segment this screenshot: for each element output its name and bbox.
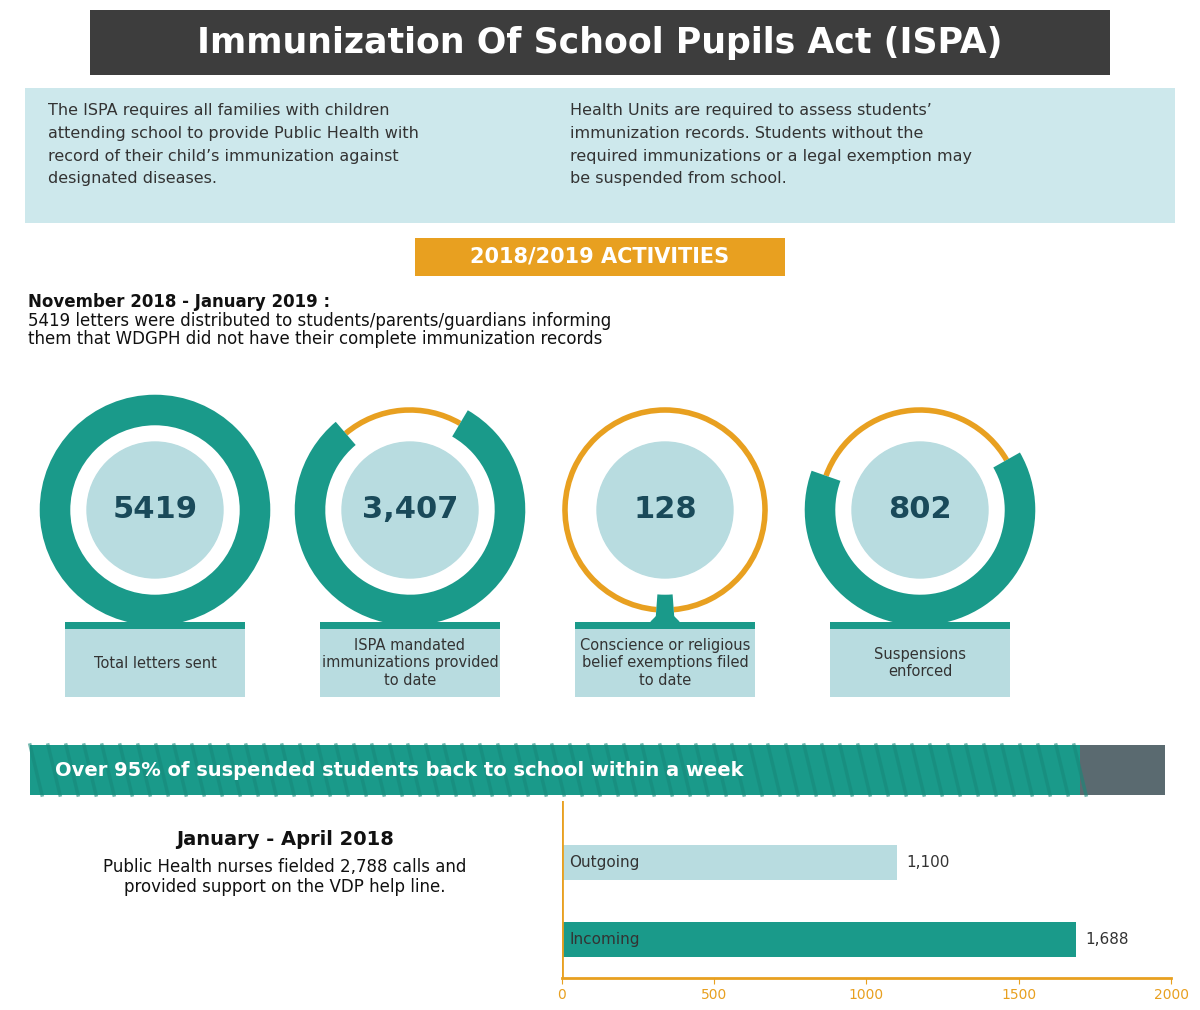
Text: Conscience or religious
belief exemptions filed
to date: Conscience or religious belief exemption…	[580, 638, 750, 688]
FancyBboxPatch shape	[320, 622, 500, 697]
Polygon shape	[142, 608, 169, 622]
FancyBboxPatch shape	[1080, 745, 1165, 795]
Text: 2018/2019 ACTIVITIES: 2018/2019 ACTIVITIES	[470, 247, 730, 267]
Text: November 2018 - January 2019 :: November 2018 - January 2019 :	[28, 293, 330, 311]
Text: 5419: 5419	[113, 496, 198, 524]
Circle shape	[852, 442, 988, 578]
Text: them that WDGPH did not have their complete immunization records: them that WDGPH did not have their compl…	[28, 330, 602, 348]
FancyBboxPatch shape	[30, 745, 1080, 795]
FancyBboxPatch shape	[25, 88, 1175, 223]
Text: Immunization Of School Pupils Act (ISPA): Immunization Of School Pupils Act (ISPA)	[197, 26, 1003, 60]
Text: January - April 2018: January - April 2018	[176, 830, 394, 849]
Text: ISPA mandated
immunizations provided
to date: ISPA mandated immunizations provided to …	[322, 638, 498, 688]
FancyBboxPatch shape	[575, 622, 755, 697]
Circle shape	[342, 442, 478, 578]
Polygon shape	[650, 608, 679, 622]
Text: 5419 letters were distributed to students/parents/guardians informing: 5419 letters were distributed to student…	[28, 312, 611, 330]
FancyBboxPatch shape	[830, 622, 1010, 629]
Bar	[562, 922, 1076, 956]
FancyBboxPatch shape	[65, 622, 245, 629]
Text: 802: 802	[888, 496, 952, 524]
Text: Suspensions
enforced: Suspensions enforced	[874, 646, 966, 679]
Text: 128: 128	[634, 496, 697, 524]
Bar	[562, 845, 896, 880]
Text: 1,100: 1,100	[906, 854, 949, 870]
Text: 3,407: 3,407	[362, 496, 458, 524]
Text: Public Health nurses fielded 2,788 calls and: Public Health nurses fielded 2,788 calls…	[103, 858, 467, 876]
FancyBboxPatch shape	[575, 622, 755, 629]
FancyBboxPatch shape	[320, 622, 500, 629]
FancyBboxPatch shape	[415, 238, 785, 276]
Text: 1,688: 1,688	[1085, 932, 1129, 946]
Polygon shape	[906, 608, 934, 622]
Circle shape	[88, 442, 223, 578]
FancyBboxPatch shape	[90, 10, 1110, 75]
Text: The ISPA requires all families with children
attending school to provide Public : The ISPA requires all families with chil…	[48, 103, 419, 187]
Polygon shape	[396, 608, 424, 622]
Text: Total letters sent: Total letters sent	[94, 655, 216, 671]
Text: Health Units are required to assess students’
immunization records. Students wit: Health Units are required to assess stud…	[570, 103, 972, 187]
Text: Outgoing: Outgoing	[569, 854, 640, 870]
Text: Over 95% of suspended students back to school within a week: Over 95% of suspended students back to s…	[55, 761, 744, 780]
Circle shape	[598, 442, 733, 578]
FancyBboxPatch shape	[830, 622, 1010, 697]
Text: Incoming: Incoming	[569, 932, 640, 946]
Text: provided support on the VDP help line.: provided support on the VDP help line.	[125, 878, 445, 896]
FancyBboxPatch shape	[65, 622, 245, 697]
